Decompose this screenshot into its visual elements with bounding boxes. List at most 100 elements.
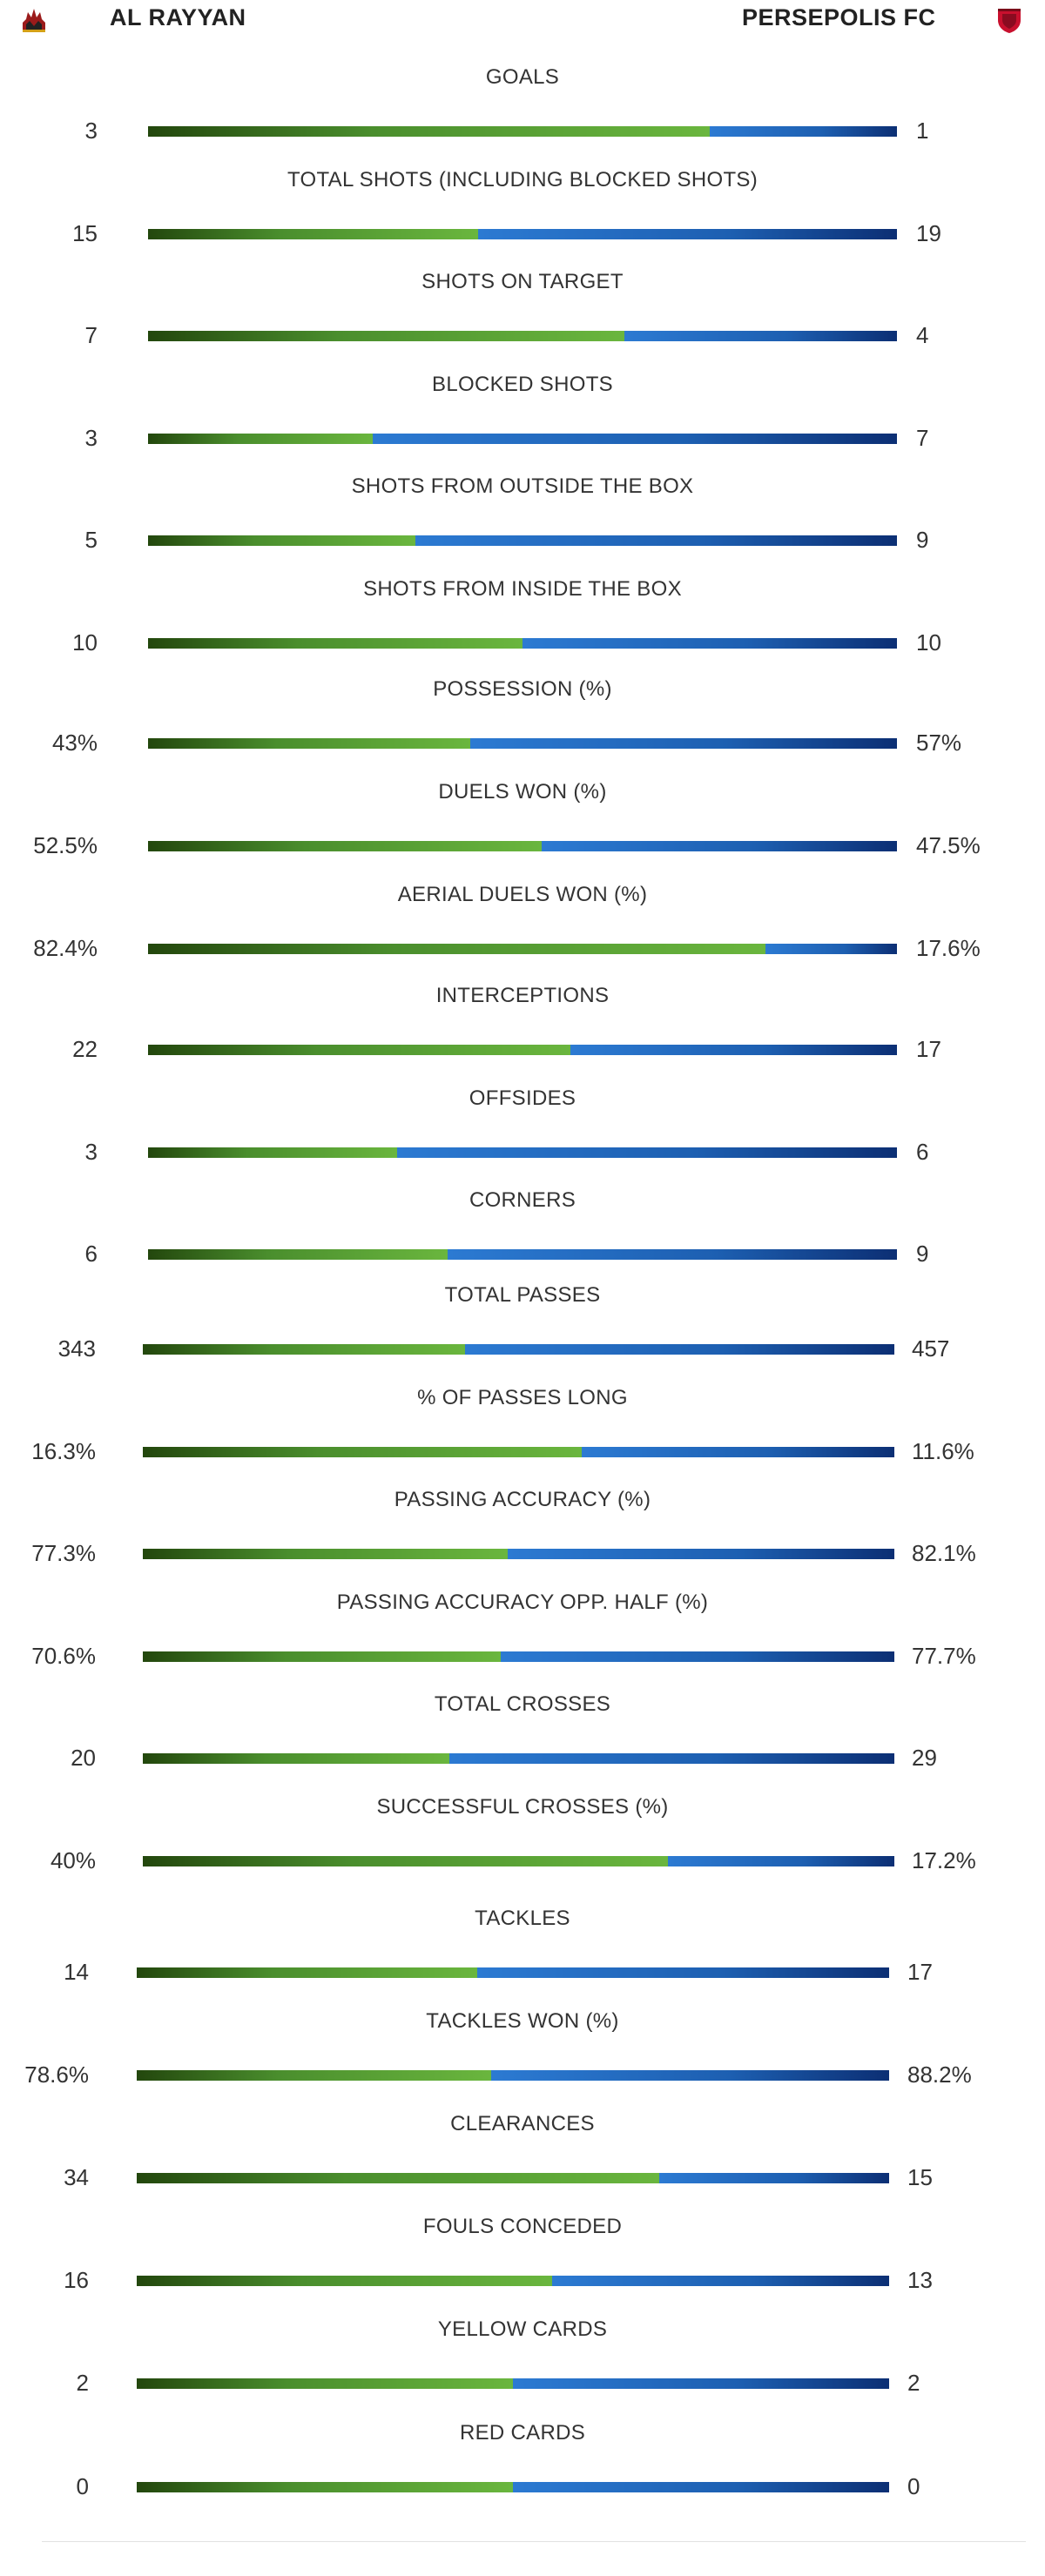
away-value: 17.2% [912, 1847, 976, 1873]
home-value: 70.6% [31, 1643, 96, 1669]
away-share-bar [448, 1249, 897, 1260]
home-share-bar [148, 126, 710, 137]
comparison-bar [143, 1753, 894, 1764]
stat-label: SUCCESSFUL CROSSES (%) [376, 1795, 669, 1819]
away-value: 10 [916, 629, 941, 656]
away-value: 82.1% [912, 1540, 976, 1566]
stat-label: TACKLES [475, 1907, 570, 1930]
away-value: 9 [916, 1241, 929, 1267]
home-share-bar [148, 841, 542, 851]
home-share-bar [143, 1549, 508, 1559]
away-value: 17 [916, 1036, 941, 1062]
comparison-bar [137, 1967, 889, 1978]
away-share-bar [476, 1967, 889, 1978]
comparison-bar [143, 1344, 894, 1355]
home-share-bar [143, 1344, 466, 1355]
away-value: 77.7% [912, 1643, 976, 1669]
stat-label: SHOTS FROM OUTSIDE THE BOX [351, 474, 694, 498]
comparison-bar [148, 229, 897, 239]
stat-label: TOTAL SHOTS (INCLUDING BLOCKED SHOTS) [287, 168, 758, 192]
comparison-bar [137, 2482, 889, 2492]
away-value: 17 [907, 1959, 933, 1985]
stat-label: YELLOW CARDS [437, 2317, 608, 2341]
bottom-divider [42, 2541, 1026, 2542]
away-team-name: PERSEPOLIS FC [742, 4, 936, 30]
away-share-bar [513, 2482, 889, 2492]
stat-label: RED CARDS [459, 2421, 586, 2445]
home-share-bar [148, 1147, 398, 1158]
home-share-bar [137, 2173, 659, 2183]
away-share-bar [765, 944, 897, 954]
home-share-bar [148, 331, 624, 341]
home-share-bar [148, 229, 479, 239]
persepolis-crest-icon [994, 5, 1024, 35]
comparison-bar [137, 2173, 889, 2183]
away-value: 1 [916, 118, 929, 144]
home-share-bar [143, 1856, 669, 1866]
home-value: 34 [64, 2164, 89, 2190]
away-value: 4 [916, 322, 929, 348]
home-value: 78.6% [24, 2061, 89, 2088]
stat-label: PASSING ACCURACY (%) [394, 1488, 651, 1511]
home-share-bar [143, 1651, 501, 1662]
away-share-bar [522, 638, 897, 649]
home-value: 10 [72, 629, 98, 656]
away-share-bar [710, 126, 897, 137]
home-share-bar [137, 2276, 552, 2286]
home-share-bar [137, 2070, 491, 2081]
comparison-bar [143, 1549, 894, 1559]
away-value: 6 [916, 1139, 929, 1165]
away-share-bar [507, 1549, 894, 1559]
comparison-bar [143, 1447, 894, 1457]
home-value: 43% [51, 730, 98, 756]
away-share-bar [397, 1147, 897, 1158]
home-value: 16.3% [31, 1438, 96, 1464]
stat-label: TOTAL PASSES [444, 1283, 601, 1307]
home-value: 6 [84, 1241, 98, 1267]
comparison-bar [148, 638, 897, 649]
stat-label: POSSESSION (%) [433, 677, 612, 701]
away-value: 57% [916, 730, 962, 756]
home-share-bar [148, 434, 373, 444]
stat-label: PASSING ACCURACY OPP. HALF (%) [336, 1591, 709, 1614]
away-share-bar [465, 1344, 894, 1355]
home-value: 77.3% [31, 1540, 96, 1566]
home-value: 0 [76, 2473, 89, 2499]
home-share-bar [137, 1967, 477, 1978]
comparison-bar [137, 2276, 889, 2286]
away-value: 13 [907, 2267, 933, 2293]
away-share-bar [373, 434, 897, 444]
away-value: 457 [912, 1335, 950, 1362]
home-value: 52.5% [33, 832, 98, 858]
away-value: 29 [912, 1745, 937, 1771]
home-value: 5 [84, 527, 98, 553]
home-share-bar [137, 2482, 513, 2492]
comparison-bar [148, 126, 897, 137]
stat-label: AERIAL DUELS WON (%) [397, 883, 648, 906]
stat-label: INTERCEPTIONS [435, 984, 610, 1007]
away-share-bar [570, 1045, 897, 1055]
away-value: 9 [916, 527, 929, 553]
home-share-bar [148, 944, 765, 954]
away-share-bar [551, 2276, 889, 2286]
stat-label: TOTAL CROSSES [434, 1692, 611, 1716]
stat-label: TACKLES WON (%) [426, 2009, 619, 2033]
home-share-bar [148, 535, 416, 546]
home-value: 16 [64, 2267, 89, 2293]
al-rayyan-crest-icon [19, 5, 49, 35]
home-share-bar [148, 638, 522, 649]
comparison-bar [148, 944, 897, 954]
away-share-bar [624, 331, 897, 341]
away-share-bar [478, 229, 897, 239]
away-share-bar [500, 1651, 894, 1662]
away-share-bar [513, 2378, 889, 2389]
away-share-bar [449, 1753, 894, 1764]
stat-label: DUELS WON (%) [438, 780, 607, 804]
home-share-bar [143, 1447, 582, 1457]
stat-label: % OF PASSES LONG [417, 1386, 628, 1409]
home-share-bar [148, 1249, 448, 1260]
away-share-bar [541, 841, 897, 851]
home-value: 15 [72, 220, 98, 246]
comparison-bar [137, 2070, 889, 2081]
away-value: 0 [907, 2473, 920, 2499]
